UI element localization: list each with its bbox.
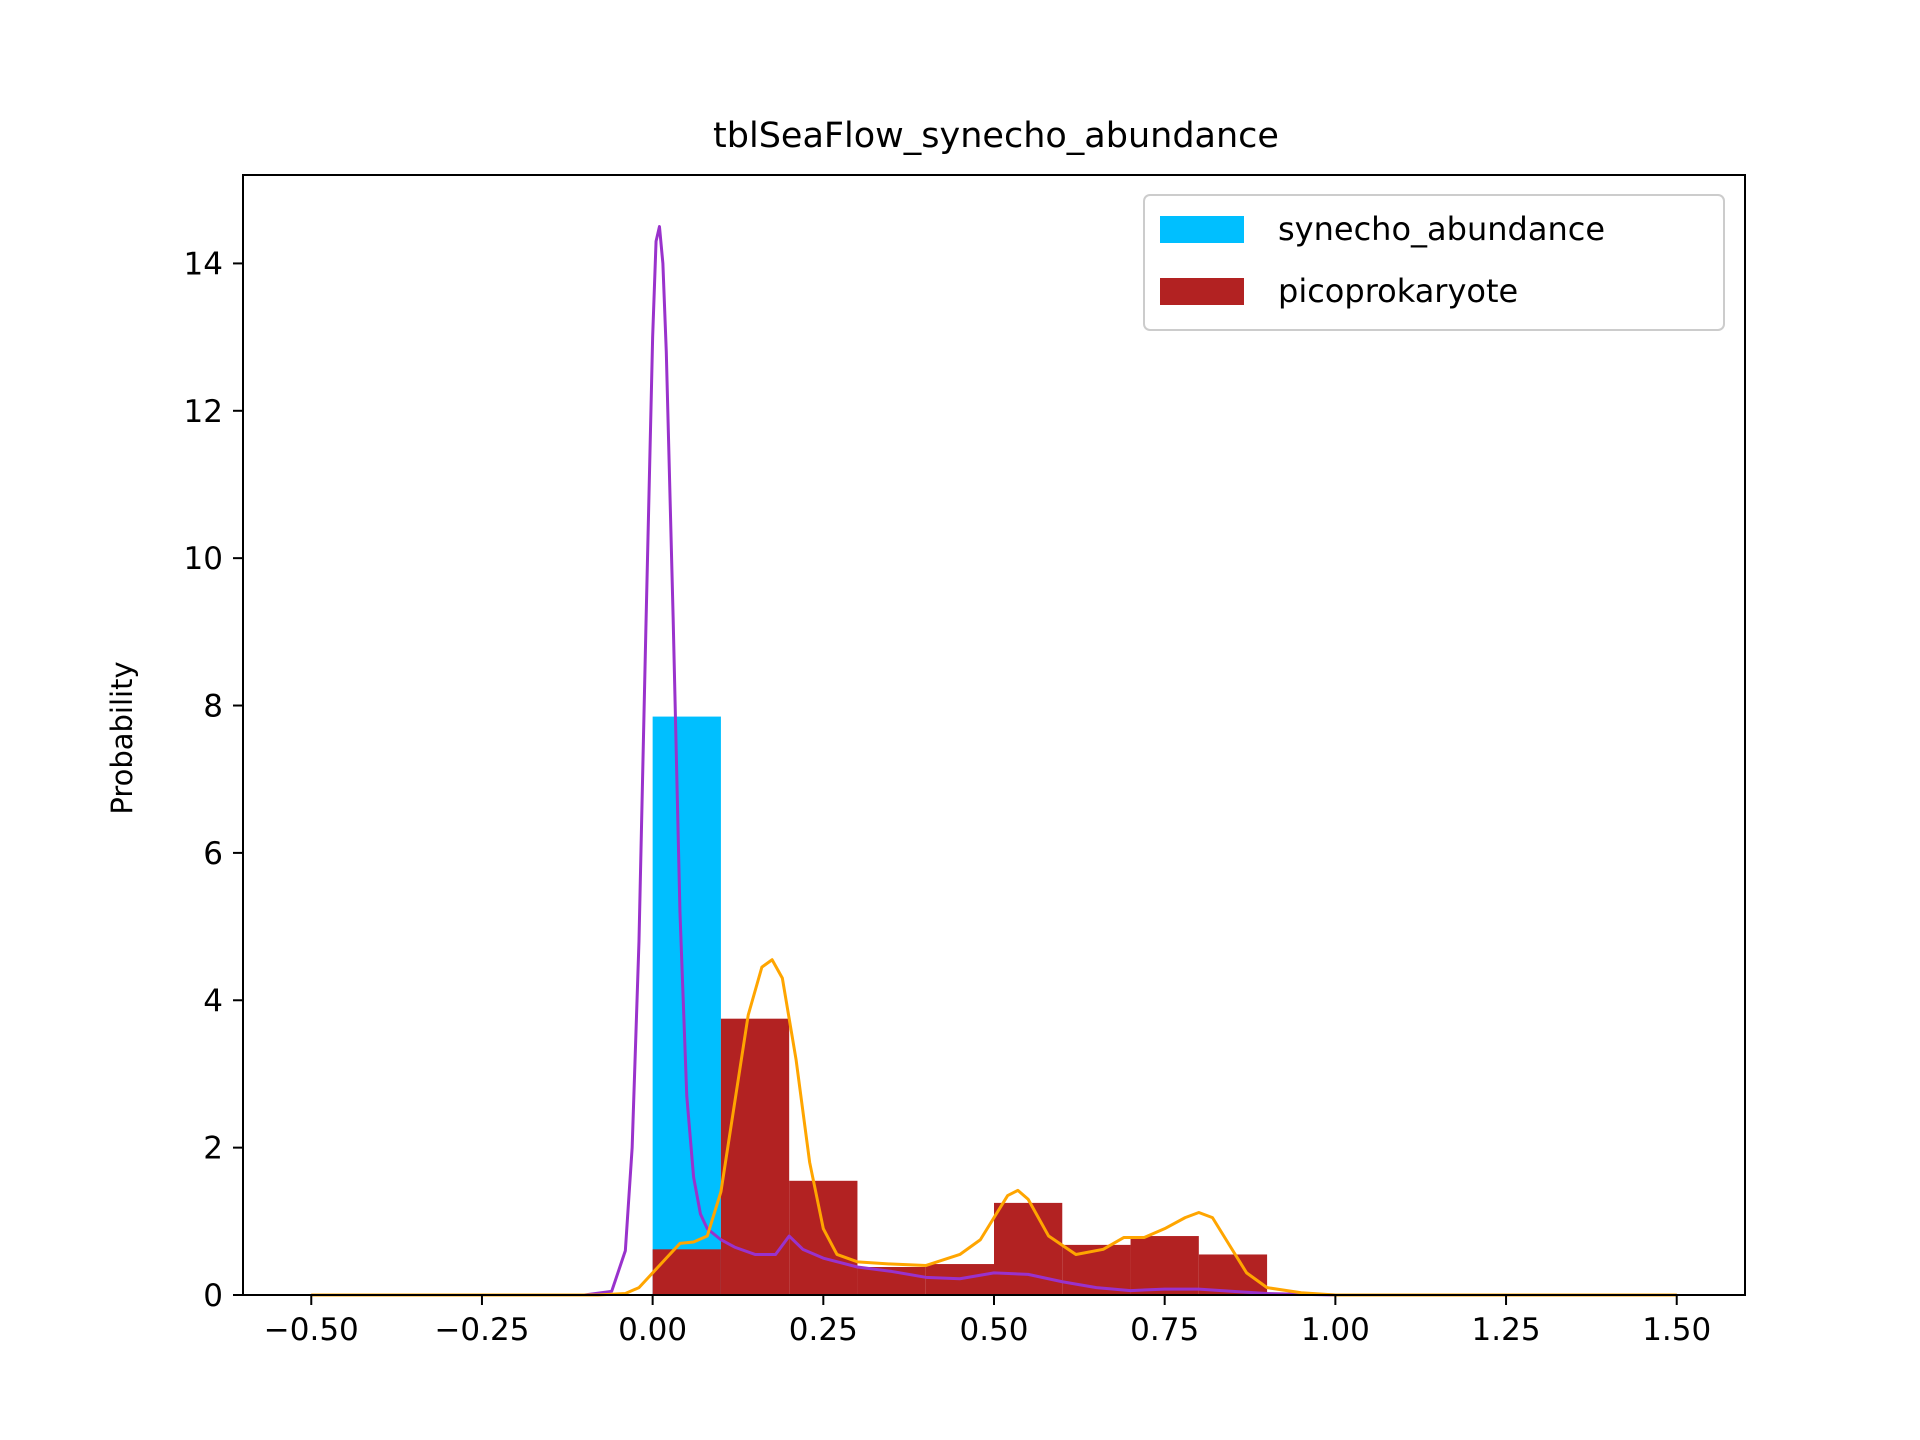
x-tick-label: 0.50 xyxy=(959,1312,1028,1348)
x-tick-label: 1.00 xyxy=(1301,1312,1370,1348)
hist-bar xyxy=(652,716,721,1295)
chart-title: tblSeaFlow_synecho_abundance xyxy=(713,116,1279,156)
legend-label-picoprokaryote: picoprokaryote xyxy=(1278,272,1518,310)
axes-frame xyxy=(242,174,1746,1296)
kde-line xyxy=(311,958,1677,1297)
x-tick-label: 1.50 xyxy=(1642,1312,1711,1348)
x-tick-label: 0.00 xyxy=(618,1312,687,1348)
y-tick-label: 4 xyxy=(203,983,223,1019)
x-tick-label: −0.50 xyxy=(264,1312,359,1348)
plot-area xyxy=(311,225,1677,1297)
hist-bar xyxy=(1130,1236,1199,1295)
y-tick-label: 12 xyxy=(184,394,223,430)
hist-bar xyxy=(789,1180,858,1295)
legend-swatch-picoprokaryote xyxy=(1160,278,1244,305)
y-tick-label: 8 xyxy=(203,689,223,725)
kde-line xyxy=(311,225,1677,1297)
x-tick-label: 0.75 xyxy=(1130,1312,1199,1348)
x-tick-label: 1.25 xyxy=(1472,1312,1541,1348)
y-tick-label: 10 xyxy=(184,541,223,577)
hist-bar xyxy=(652,1249,721,1295)
y-tick-label: 14 xyxy=(184,246,223,282)
x-tick-label: −0.25 xyxy=(434,1312,529,1348)
x-axis-ticks: −0.50 −0.25 0.00 0.25 0.50 0.75 1.00 1.25 1.50 xyxy=(264,1295,1711,1348)
y-axis-ticks: 0 2 4 6 8 10 12 14 xyxy=(184,246,243,1314)
hist-bar xyxy=(1198,1254,1268,1295)
y-tick-label: 2 xyxy=(203,1131,223,1167)
y-tick-label: 0 xyxy=(203,1278,223,1314)
hist-bar xyxy=(994,1202,1063,1295)
x-tick-label: 0.25 xyxy=(789,1312,858,1348)
legend-box xyxy=(1143,194,1725,331)
legend-swatch-synecho-abundance xyxy=(1160,216,1244,243)
legend-label-synecho-abundance: synecho_abundance xyxy=(1278,210,1605,248)
y-axis-label: Probability xyxy=(105,661,139,814)
legend: synecho_abundance picoprokaryote xyxy=(1143,194,1725,331)
y-tick-label: 6 xyxy=(203,836,223,872)
